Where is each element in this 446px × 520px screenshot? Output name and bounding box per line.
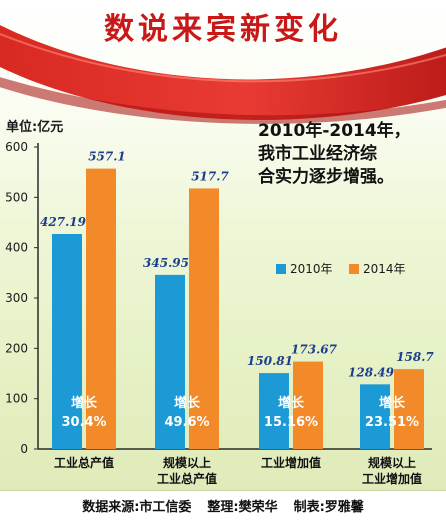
legend-label: 2010年 <box>290 262 333 276</box>
legend-swatch <box>276 264 286 274</box>
unit-label: 单位:亿元 <box>6 120 64 135</box>
bar-chart: 0 100 200 300 400 500 600 427.19 557.1 增长 30.4% 工业总… <box>5 140 434 486</box>
bar-value-label: 150.81 <box>247 354 293 368</box>
category-label: 工业增加值 <box>261 455 321 470</box>
headline-line: 合实力逐步增强。 <box>258 167 394 187</box>
y-tick-label: 200 <box>5 341 28 355</box>
growth-label: 增长 <box>278 395 305 411</box>
bar-value-label: 557.1 <box>88 150 126 164</box>
growth-label: 增长 <box>174 395 201 411</box>
y-tick-label: 0 <box>20 442 28 456</box>
bar <box>293 361 323 449</box>
y-tick-label: 600 <box>5 140 28 154</box>
bar <box>52 233 82 449</box>
headline-line: 2010年-2014年， <box>258 121 411 141</box>
y-tick-label: 400 <box>5 241 28 255</box>
bar <box>189 188 219 450</box>
legend-label: 2014年 <box>363 262 406 276</box>
bar-value-label: 345.95 <box>143 256 189 270</box>
growth-value: 49.6% <box>164 415 209 430</box>
category-label: 工业总产值 <box>157 471 217 486</box>
bar <box>259 373 289 449</box>
y-tick-label: 300 <box>5 291 28 305</box>
category-label: 工业总产值 <box>54 455 114 470</box>
headline-line: 我市工业经济综 <box>258 144 377 164</box>
data-source-text: 数据来源:市工信委 <box>82 500 192 515</box>
bar-value-label: 517.7 <box>191 169 229 183</box>
growth-value: 23.51% <box>365 415 419 430</box>
red-ribbon-decoration <box>0 24 446 124</box>
growth-label: 增长 <box>71 395 98 411</box>
headline-text: 2010年-2014年， 我市工业经济综 合实力逐步增强。 <box>258 120 438 189</box>
legend-swatch <box>349 264 359 274</box>
y-tick-label: 100 <box>5 392 28 406</box>
bar-value-label: 128.49 <box>348 365 395 379</box>
footer-credits: 数据来源:市工信委 整理:樊荣华 制表:罗雅馨 <box>0 490 446 520</box>
category-label: 工业增加值 <box>362 471 422 486</box>
bar <box>86 168 116 449</box>
bar <box>360 384 390 449</box>
growth-label: 增长 <box>379 395 406 411</box>
growth-value: 30.4% <box>61 415 106 430</box>
bar-value-label: 158.7 <box>396 350 434 364</box>
editor-credit: 整理:樊荣华 <box>207 500 278 515</box>
designer-credit: 制表:罗雅馨 <box>293 500 364 515</box>
category-label: 规模以上 <box>368 455 416 470</box>
bar <box>394 369 424 449</box>
bar-value-label: 173.67 <box>291 343 338 357</box>
growth-value: 15.16% <box>264 415 318 430</box>
category-label: 规模以上 <box>163 455 211 470</box>
y-tick-label: 500 <box>5 190 28 204</box>
bar-value-label: 427.19 <box>40 215 87 229</box>
bar <box>155 274 185 449</box>
page-title: 数说来宾新变化 <box>104 12 342 47</box>
